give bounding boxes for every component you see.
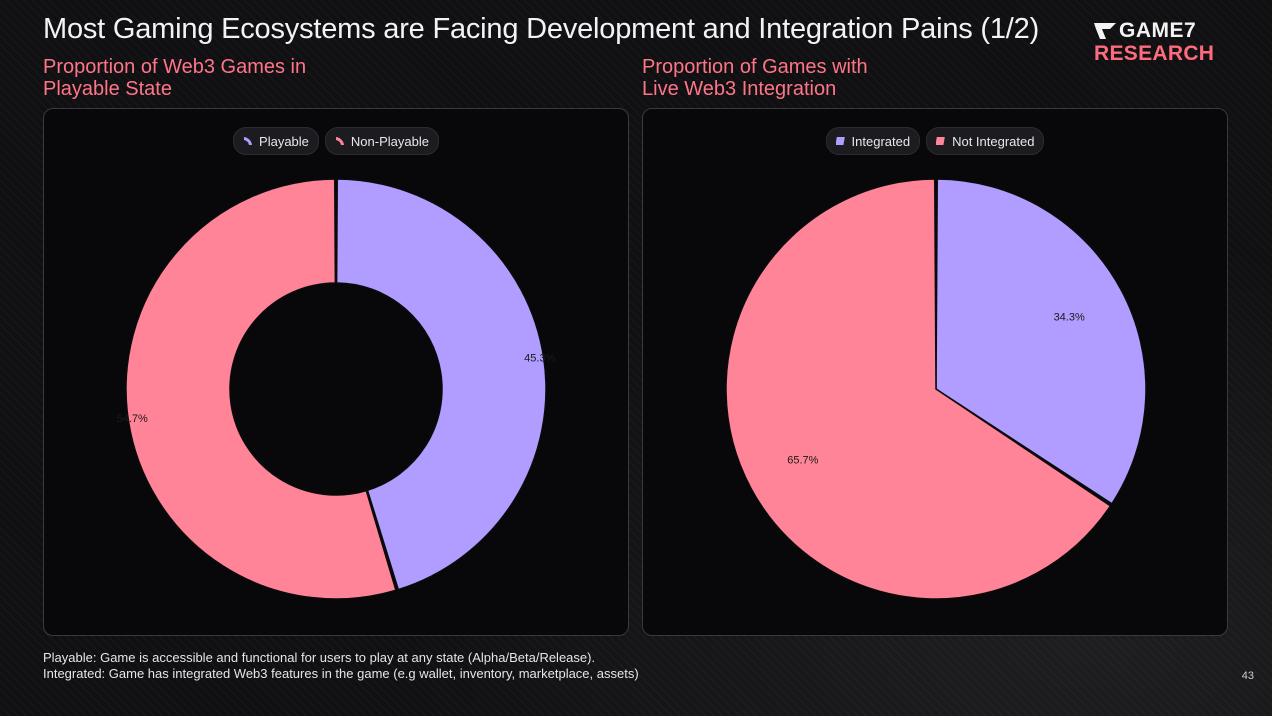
footnote-integrated: Integrated: Game has integrated Web3 fea… — [43, 666, 639, 681]
legend-label-playable: Playable — [259, 133, 309, 149]
chart-2-label-integrated: 34.3% — [1054, 311, 1085, 323]
chart-2-label-not-integrated: 65.7% — [787, 454, 818, 466]
chart-2-slice-not-integrated[interactable] — [725, 178, 1112, 600]
logo-research-text: RESEARCH — [1094, 42, 1215, 65]
legend-item-not-integrated[interactable]: Not Integrated — [926, 127, 1045, 155]
page-title: Most Gaming Ecosystems are Facing Develo… — [43, 13, 1040, 45]
legend-swatch-playable-icon — [244, 137, 253, 145]
chart-1-slice-playable[interactable] — [335, 178, 547, 591]
chart-2-legend: Integrated Not Integrated — [643, 127, 1227, 155]
chart-1-title-line-2: Playable State — [43, 78, 172, 100]
legend-label-not-integrated: Not Integrated — [952, 133, 1035, 149]
chart-2-pie: 34.3% 65.7% — [725, 178, 1147, 600]
legend-item-playable[interactable]: Playable — [233, 127, 319, 155]
chart-1-title-line-1: Proportion of Web3 Games in — [43, 56, 307, 78]
legend-label-non-playable: Non-Playable — [350, 133, 429, 149]
chart-2-slice-integrated[interactable] — [935, 178, 1147, 505]
chart-1-panel: Playable Non-Playable 45.3% 54.7% — [43, 108, 629, 636]
chart-1-title: Proportion of Web3 Games in Playable Sta… — [43, 56, 306, 100]
page-number: 43 — [1241, 670, 1254, 682]
chart-1-donut: 45.3% 54.7% — [117, 178, 556, 600]
game7-mark-icon — [1094, 23, 1116, 39]
footnotes: Playable: Game is accessible and functio… — [43, 650, 639, 682]
chart-1-label-playable: 45.3% — [524, 353, 555, 365]
chart-2-title-line-2: Live Web3 Integration — [642, 78, 837, 100]
legend-item-integrated[interactable]: Integrated — [825, 127, 921, 155]
chart-1-legend: Playable Non-Playable — [44, 127, 628, 155]
logo-top-row: GAME7 — [1094, 20, 1234, 42]
chart-2-panel: Integrated Not Integrated 34.3% 65.7% — [642, 108, 1228, 636]
legend-swatch-non-playable-icon — [335, 137, 344, 145]
footnote-playable: Playable: Game is accessible and functio… — [43, 650, 596, 665]
legend-item-non-playable[interactable]: Non-Playable — [324, 127, 439, 155]
chart-2-title-line-1: Proportion of Games with — [642, 56, 868, 78]
legend-swatch-integrated-icon — [835, 137, 845, 145]
legend-swatch-not-integrated-icon — [936, 137, 945, 145]
chart-1-label-non-playable: 54.7% — [117, 413, 148, 425]
chart-2-title: Proportion of Games with Live Web3 Integ… — [642, 56, 868, 100]
game7-research-logo: GAME7 RESEARCH — [1094, 20, 1234, 66]
logo-game7-text: GAME7 — [1119, 19, 1197, 42]
legend-label-integrated: Integrated — [851, 133, 911, 149]
chart-1-slice-non-playable[interactable] — [125, 178, 397, 600]
